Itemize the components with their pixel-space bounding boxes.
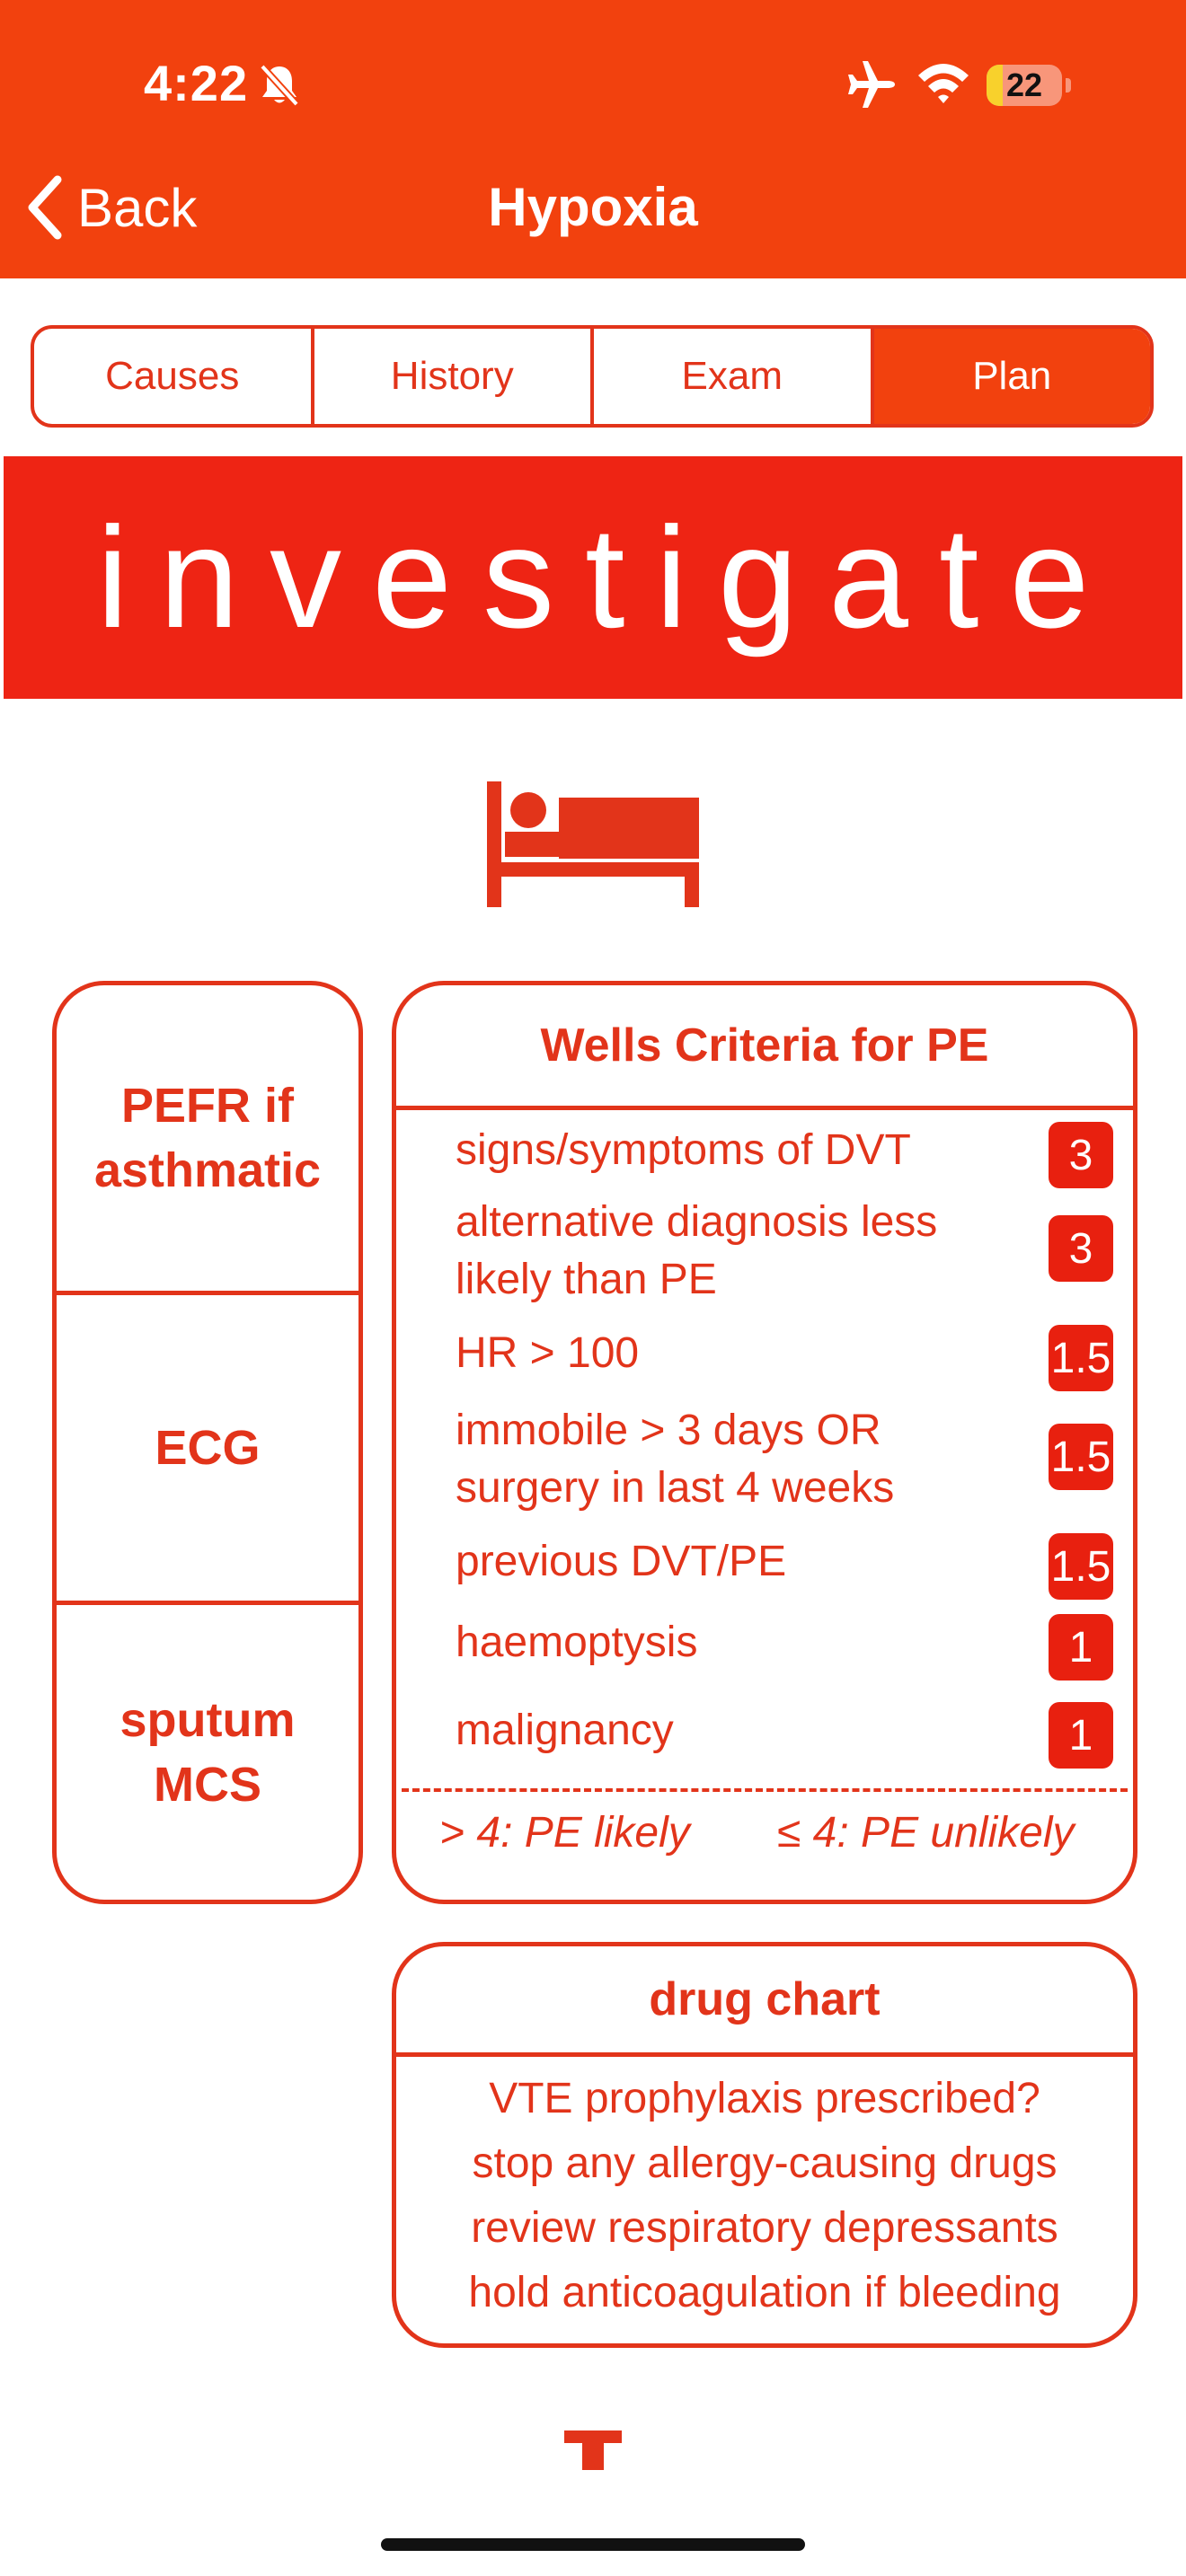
- test-pefr-label: PEFR if asthmatic: [93, 1079, 322, 1197]
- home-indicator[interactable]: [381, 2538, 805, 2551]
- criterion-text: signs/symptoms of DVT: [456, 1126, 911, 1174]
- chevron-left-icon: [28, 175, 62, 240]
- back-button[interactable]: Back: [23, 167, 197, 248]
- test-sputum: sputum MCS: [57, 1605, 358, 1900]
- tab-plan[interactable]: Plan: [873, 329, 1150, 424]
- drug-chart-line: VTE prophylaxis prescribed?: [489, 2075, 1040, 2122]
- score-badge: 1: [1049, 1702, 1113, 1769]
- wells-criteria-card: Wells Criteria for PE signs/symptoms of …: [392, 981, 1137, 1904]
- criterion-text: previous DVT/PE: [456, 1538, 787, 1585]
- drug-chart-title: drug chart: [396, 1946, 1133, 2057]
- score-badge: 1.5: [1049, 1325, 1113, 1391]
- tab-exam[interactable]: Exam: [594, 329, 874, 424]
- criterion-text: alternative diagnosis less likely than P…: [456, 1198, 938, 1303]
- pe-unlikely-text: ≤ 4: PE unlikely: [777, 1809, 1075, 1857]
- criterion-text: HR > 100: [456, 1329, 640, 1377]
- t-logo-icon: [564, 2430, 622, 2470]
- drug-chart-line: review respiratory depressants: [471, 2204, 1058, 2252]
- page-title: Hypoxia: [488, 177, 698, 237]
- bell-slash-icon: [260, 64, 299, 107]
- back-label: Back: [77, 177, 198, 238]
- criterion-text: haemoptysis: [456, 1619, 698, 1666]
- drug-chart-line: stop any allergy-causing drugs: [472, 2139, 1058, 2187]
- banner-title: investigate: [96, 497, 1120, 657]
- tab-history[interactable]: History: [314, 329, 594, 424]
- wells-title: Wells Criteria for PE: [396, 985, 1133, 1110]
- navigation-bar: [0, 0, 1186, 278]
- score-badge: 3: [1049, 1215, 1113, 1282]
- section-banner: investigate: [4, 456, 1182, 699]
- investigations-list: PEFR if asthmatic ECG sputum MCS: [52, 981, 363, 1904]
- tab-causes[interactable]: Causes: [34, 329, 314, 424]
- section-tabs: Causes History Exam Plan: [31, 325, 1154, 428]
- battery-level: 22: [1005, 66, 1043, 103]
- test-pefr: PEFR if asthmatic: [57, 985, 358, 1295]
- drug-chart-line: hold anticoagulation if bleeding: [468, 2269, 1061, 2316]
- dashed-divider: [402, 1788, 1128, 1792]
- score-badge: 1.5: [1049, 1424, 1113, 1490]
- criterion-text: immobile > 3 days OR surgery in last 4 w…: [456, 1407, 895, 1512]
- airplane-icon: [848, 61, 895, 108]
- status-time: 4:22: [144, 55, 249, 111]
- score-badge: 3: [1049, 1122, 1113, 1188]
- wifi-icon: [918, 64, 969, 103]
- score-badge: 1.5: [1049, 1533, 1113, 1600]
- score-badge: 1: [1049, 1614, 1113, 1681]
- pe-likely-text: > 4: PE likely: [439, 1809, 690, 1857]
- battery-icon: 22: [987, 65, 1071, 106]
- drug-chart-card: drug chart VTE prophylaxis prescribed? s…: [392, 1942, 1137, 2348]
- test-sputum-label: sputum MCS: [119, 1693, 296, 1812]
- criterion-text: malignancy: [456, 1707, 674, 1754]
- test-ecg: ECG: [57, 1295, 358, 1605]
- test-ecg-label: ECG: [155, 1421, 261, 1475]
- bed-icon: [487, 781, 699, 907]
